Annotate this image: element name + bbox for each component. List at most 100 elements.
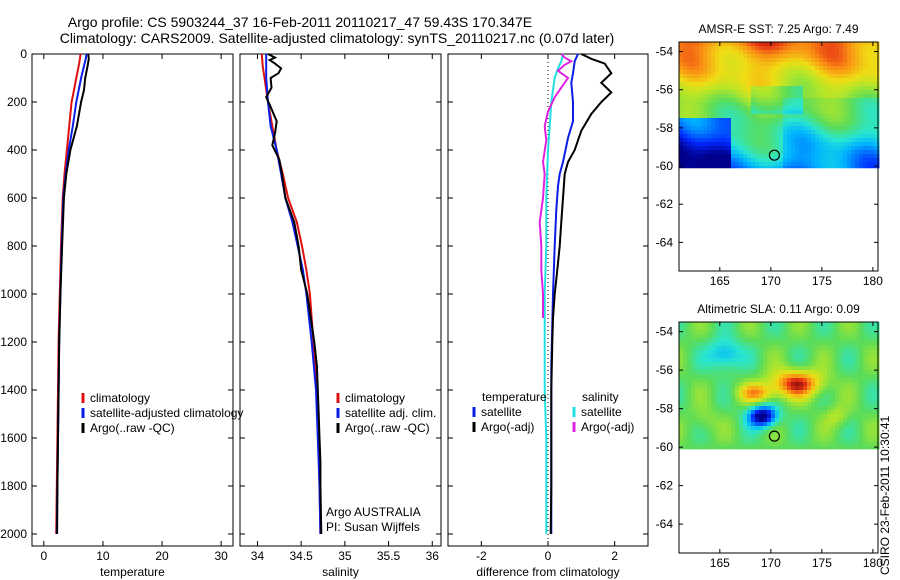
map-cell xyxy=(703,362,708,367)
map-cell xyxy=(843,58,848,63)
map-cell xyxy=(867,54,872,59)
map-cell xyxy=(783,446,788,450)
map-cell xyxy=(867,78,872,83)
map-cell xyxy=(855,354,860,359)
map-cell xyxy=(827,58,832,63)
map-cell xyxy=(871,94,876,99)
map-cell xyxy=(767,98,772,103)
map-cell xyxy=(779,398,784,403)
map-cell xyxy=(867,350,872,355)
map-cell xyxy=(763,350,768,355)
map-cell xyxy=(755,94,760,99)
map-cell xyxy=(763,126,768,131)
map-cell xyxy=(711,382,716,387)
map-cell xyxy=(823,426,828,431)
map-cell xyxy=(799,358,804,363)
map-cell xyxy=(735,118,740,123)
map-cell xyxy=(723,122,728,127)
map-cell xyxy=(759,134,764,139)
map-cell xyxy=(787,322,792,327)
map-cell xyxy=(719,394,724,399)
map-cell xyxy=(707,94,712,99)
map-cell xyxy=(847,422,852,427)
map-cell xyxy=(743,426,748,431)
map-cell xyxy=(751,94,756,99)
map-cell xyxy=(755,342,760,347)
map-cell xyxy=(867,162,872,167)
map-cell xyxy=(819,82,824,87)
map-cell xyxy=(783,154,788,159)
map-cell xyxy=(767,102,772,107)
map-cell xyxy=(711,134,716,139)
map-cell xyxy=(703,438,708,443)
map-cell xyxy=(791,98,796,103)
map-cell xyxy=(779,346,784,351)
map-cell xyxy=(787,118,792,123)
map-cell xyxy=(867,338,872,343)
map-cell xyxy=(831,410,836,415)
map-cell xyxy=(715,374,720,379)
map-cell xyxy=(787,98,792,103)
temperature-plot-frame xyxy=(31,53,234,547)
map-cell xyxy=(707,362,712,367)
map-cell xyxy=(751,58,756,63)
map-cell xyxy=(847,130,852,135)
map-cell xyxy=(831,62,836,67)
map-cell xyxy=(855,114,860,119)
map-cell xyxy=(819,90,824,95)
map-cell xyxy=(855,134,860,139)
map-cell xyxy=(691,334,696,339)
map-cell xyxy=(847,430,852,435)
map-cell xyxy=(831,158,836,163)
map-cell xyxy=(783,42,788,47)
map-cell xyxy=(831,50,836,55)
map-cell xyxy=(875,322,880,327)
map-cell xyxy=(771,54,776,59)
depth-tick-label: 1800 xyxy=(0,479,27,493)
map-cell xyxy=(711,366,716,371)
map-cell xyxy=(687,58,692,63)
map-cell xyxy=(795,446,800,450)
map-cell xyxy=(783,354,788,359)
map-cell xyxy=(835,374,840,379)
map-cell xyxy=(867,322,872,327)
map-cell xyxy=(827,110,832,115)
map-cell xyxy=(743,338,748,343)
map-cell xyxy=(707,346,712,351)
map-cell xyxy=(811,50,816,55)
map-cell xyxy=(791,58,796,63)
map-cell xyxy=(863,430,868,435)
map-cell xyxy=(711,338,716,343)
map-cell xyxy=(855,74,860,79)
map-cell xyxy=(795,102,800,107)
map-cell xyxy=(735,370,740,375)
map-cell xyxy=(875,438,880,443)
map-cell xyxy=(747,422,752,427)
map-cell xyxy=(871,98,876,103)
map-cell xyxy=(747,110,752,115)
map-cell xyxy=(827,98,832,103)
map-cell xyxy=(687,118,692,123)
map-cell xyxy=(747,446,752,450)
map-cell xyxy=(679,330,684,335)
map-cell xyxy=(743,330,748,335)
map-cell xyxy=(811,110,816,115)
map-cell xyxy=(755,354,760,359)
map-cell xyxy=(847,70,852,75)
map-cell xyxy=(843,326,848,331)
map-cell xyxy=(691,46,696,51)
map-cell xyxy=(691,382,696,387)
map-cell xyxy=(851,94,856,99)
map-cell xyxy=(775,110,780,115)
map-cell xyxy=(867,134,872,139)
map-cell xyxy=(743,442,748,447)
map-cell xyxy=(811,430,816,435)
map-cell xyxy=(707,434,712,439)
map-cell xyxy=(715,430,720,435)
map-cell xyxy=(827,422,832,427)
map-cell xyxy=(827,330,832,335)
map-cell xyxy=(767,162,772,167)
map-cell xyxy=(763,66,768,71)
map-cell xyxy=(815,158,820,163)
map-cell xyxy=(875,66,880,71)
